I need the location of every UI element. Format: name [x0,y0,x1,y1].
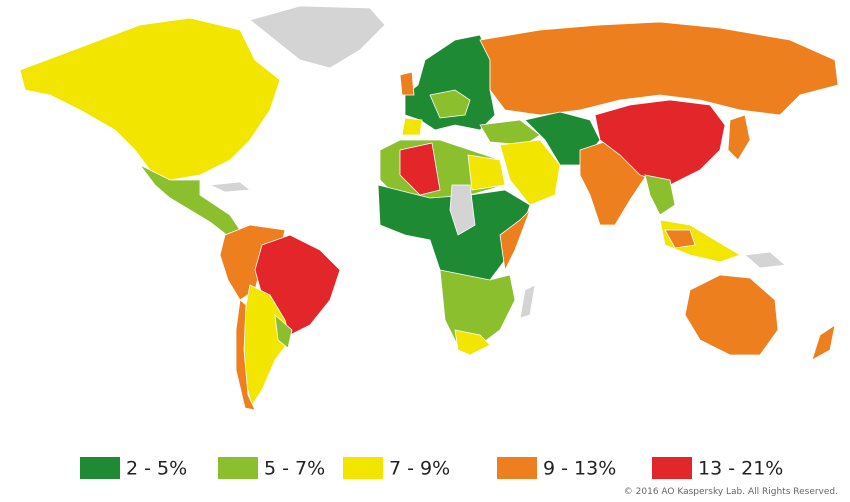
country [249,5,386,69]
map [19,5,839,411]
copyright: © 2016 AO Kaspersky Lab. All Rights Rese… [624,487,838,497]
country [377,184,531,286]
country [19,17,281,181]
country [401,117,423,136]
legend-swatch [652,457,692,479]
legend-label: 9 - 13% [543,458,616,480]
country [499,139,561,206]
country [454,329,491,356]
country [467,154,506,191]
legend-label: 13 - 21% [698,458,783,480]
country [499,209,531,272]
legend-label: 7 - 9% [389,458,450,480]
country [235,299,256,411]
country [479,119,541,146]
country [208,181,252,193]
country [519,284,536,319]
country [684,274,779,356]
country [479,21,839,116]
legend-swatch [343,457,383,479]
legend-swatch [497,457,537,479]
legend-swatch [218,457,258,479]
legend-label: 5 - 7% [264,458,325,480]
country [449,184,476,236]
country [399,142,441,196]
country [429,89,471,119]
country [439,269,516,351]
country [811,324,836,361]
country [644,174,676,216]
country [664,229,696,249]
country [744,251,786,269]
legend-label: 2 - 5% [126,458,187,480]
country [274,314,293,349]
country [727,114,751,161]
country [399,71,415,96]
legend: 2 - 5% 5 - 7% 7 - 9% 9 - 13% 13 - 21% [80,457,783,480]
country [594,99,726,186]
legend-swatch [80,457,120,479]
country [404,34,496,131]
